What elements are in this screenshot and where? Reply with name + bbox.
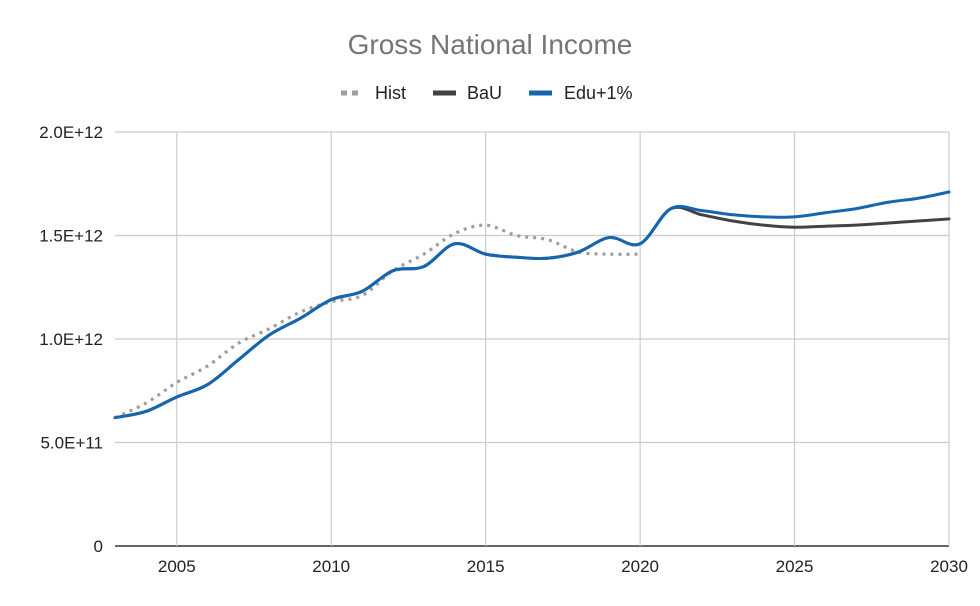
- series-lines: [113, 190, 951, 420]
- x-tick-label: 2030: [930, 557, 968, 576]
- y-tick-label: 1.0E+12: [39, 330, 103, 349]
- x-tick-label: 2025: [776, 557, 814, 576]
- series-line-edu: [113, 190, 951, 420]
- legend-item-hist: Hist: [341, 83, 406, 103]
- x-tick-label: 2015: [467, 557, 505, 576]
- y-tick-label: 0: [94, 537, 103, 556]
- legend: Hist BaU Edu+1%: [341, 83, 633, 103]
- x-tick-label: 2010: [312, 557, 350, 576]
- y-tick-label: 1.5E+12: [39, 227, 103, 246]
- x-tick-label: 2005: [158, 557, 196, 576]
- legend-label-bau: BaU: [467, 83, 502, 103]
- y-tick-label: 2.0E+12: [39, 123, 103, 142]
- legend-item-bau: BaU: [433, 83, 502, 103]
- x-axis: 2005 2010 2015 2020 2025 2030: [158, 557, 968, 576]
- y-axis: 0 5.0E+11 1.0E+12 1.5E+12 2.0E+12: [39, 123, 103, 556]
- chart-title: Gross National Income: [348, 29, 633, 60]
- x-tick-label: 2020: [621, 557, 659, 576]
- legend-item-edu: Edu+1%: [529, 83, 633, 103]
- legend-label-hist: Hist: [375, 83, 406, 103]
- series-line-hist: [114, 223, 641, 420]
- y-tick-label: 5.0E+11: [40, 434, 103, 453]
- series-line-bau: [113, 205, 951, 420]
- legend-label-edu: Edu+1%: [564, 83, 633, 103]
- gridlines: [115, 131, 950, 547]
